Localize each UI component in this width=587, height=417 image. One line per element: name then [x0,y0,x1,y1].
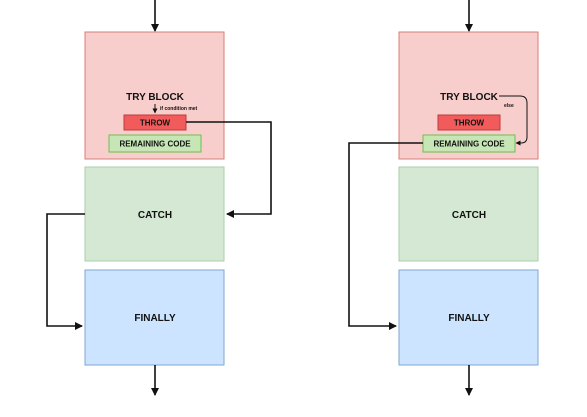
right-catch-block [398,166,539,262]
left-finally-block [84,269,225,366]
right-catch-label: CATCH [452,210,486,221]
left-catch-block [84,166,225,262]
left-catch-label: CATCH [138,210,172,221]
left-catch-to-finally-arrow [46,213,85,330]
left-remaining-code-label: REMAINING CODE [119,140,191,149]
right-else-label: else [504,103,514,109]
right-diagram: TRY BLOCK else THROW REMAINING CODE CATC… [348,0,539,396]
left-try-label: TRY BLOCK [126,92,185,103]
right-remaining-to-finally-arrow [348,142,423,330]
right-finally-block [398,269,539,366]
left-diagram: TRY BLOCK if condition met THROW REMAINI… [46,0,272,396]
right-finally-label: FINALLY [448,313,490,324]
right-remaining-code-label: REMAINING CODE [433,140,505,149]
left-throw-label: THROW [140,119,171,128]
left-throw-to-catch-arrow [186,121,272,218]
right-else-arrow [499,95,528,146]
left-remaining-code-box [108,134,202,153]
left-condition-label: if condition met [160,106,198,112]
left-finally-label: FINALLY [134,313,176,324]
right-throw-label: THROW [454,119,485,128]
right-throw-box [437,114,501,131]
right-try-label: TRY BLOCK [440,92,499,103]
